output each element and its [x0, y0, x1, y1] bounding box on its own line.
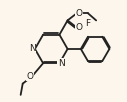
Text: O: O [75, 9, 82, 18]
Text: O: O [76, 23, 83, 32]
Text: O: O [27, 72, 34, 81]
Text: N: N [58, 59, 65, 68]
Text: N: N [29, 44, 36, 53]
Text: F: F [85, 19, 91, 28]
